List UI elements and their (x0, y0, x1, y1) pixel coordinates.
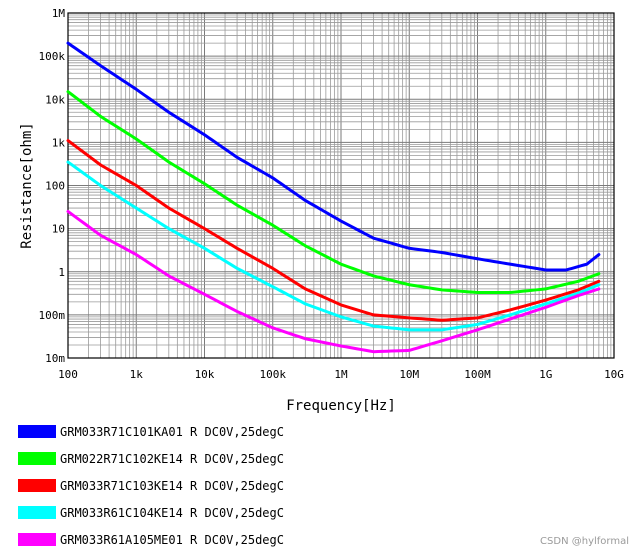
x-tick-label: 100 (58, 368, 78, 381)
legend-item-5: GRM033R61A105ME01 R DC0V,25degC (18, 526, 284, 553)
x-tick-label: 10G (604, 368, 624, 381)
legend-label: GRM033R71C103KE14 R DC0V,25degC (60, 478, 284, 493)
y-tick-label: 1k (52, 136, 66, 149)
watermark: CSDN @hylformal (540, 536, 629, 547)
x-tick-label: 1M (334, 368, 348, 381)
plot-frame (67, 12, 615, 359)
legend-label: GRM033R61A105ME01 R DC0V,25degC (60, 532, 284, 547)
series-line-4 (66, 160, 601, 332)
y-tick-label: 100m (39, 309, 66, 322)
y-tick-label: 1 (58, 266, 65, 279)
legend-item-4: GRM033R61C104KE14 R DC0V,25degC (18, 499, 284, 526)
x-tick-label: 10M (399, 368, 419, 381)
series-line-2 (66, 90, 601, 295)
legend-swatch (18, 506, 56, 519)
y-tick-label: 10m (45, 352, 65, 365)
legend-swatch (18, 425, 56, 438)
legend-label: GRM033R61C104KE14 R DC0V,25degC (60, 505, 284, 520)
series-line-3 (66, 139, 601, 322)
x-tick-labels: 100 1k 10k 100k 1M 10M 100M 1G 10G (58, 368, 624, 381)
legend-swatch (18, 479, 56, 492)
y-tick-labels: 1M 100k 10k 1k 100 10 1 100m 10m (39, 7, 66, 365)
y-tick-label: 100k (39, 50, 66, 63)
y-tick-label: 100 (45, 180, 65, 193)
legend-item-3: GRM033R71C103KE14 R DC0V,25degC (18, 472, 284, 499)
x-axis-title: Frequency[Hz] (286, 398, 396, 414)
x-tick-label: 100k (260, 368, 287, 381)
impedance-chart: 100 1k 10k 100k 1M 10M 100M 1G 10G 1M100k10k1k10… (19, 7, 624, 414)
legend-swatch (18, 533, 56, 546)
legend-label: GRM022R71C102KE14 R DC0V,25degC (60, 451, 284, 466)
legend-item-1: GRM033R71C101KA01 R DC0V,25degC (18, 418, 284, 445)
y-tick-label: 10k (45, 93, 65, 106)
y-tick-label: 10 (52, 223, 65, 236)
series-layer (66, 41, 601, 354)
legend-swatch (18, 452, 56, 465)
y-axis-title: Resistance[ohm] (19, 122, 35, 248)
x-tick-label: 1G (539, 368, 552, 381)
y-tick-label: 1M (52, 7, 66, 20)
chart-legend: GRM033R71C101KA01 R DC0V,25degC GRM022R71… (18, 418, 284, 553)
series-line-5 (66, 209, 601, 354)
series-line-1 (66, 41, 601, 272)
x-tick-label: 1k (130, 368, 144, 381)
x-tick-label: 100M (464, 368, 491, 381)
plot-border (67, 12, 615, 359)
x-tick-label: 10k (195, 368, 215, 381)
legend-item-2: GRM022R71C102KE14 R DC0V,25degC (18, 445, 284, 472)
legend-label: GRM033R71C101KA01 R DC0V,25degC (60, 424, 284, 439)
